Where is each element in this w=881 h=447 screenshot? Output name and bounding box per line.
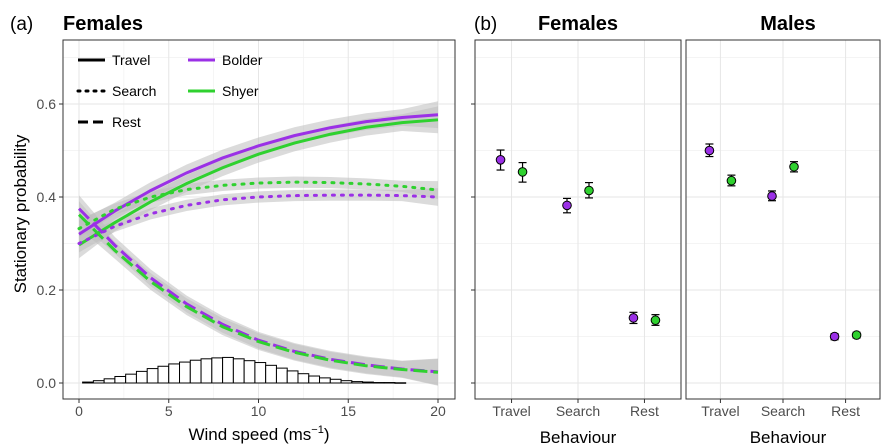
panel-b-males-title: Males — [760, 13, 816, 35]
histogram-bar — [243, 360, 256, 384]
panel-b-males: Travel Search Rest — [685, 39, 881, 419]
panel-a-axes: 0 5 10 15 20 0.0 0.2 0.4 0.6 — [37, 39, 456, 419]
point-bolder-search — [562, 200, 572, 211]
point-bolder-travel — [495, 155, 506, 165]
point-shyer-rest — [851, 330, 862, 340]
panel-a-label: (a) — [10, 14, 33, 35]
histogram-bar — [179, 361, 191, 384]
histogram-bar — [265, 364, 277, 384]
histogram-bar — [340, 380, 353, 384]
histogram-bar — [319, 377, 331, 384]
panel-b-females-xlabel: Behaviour — [540, 428, 617, 447]
histogram-bar — [200, 358, 213, 384]
histogram-bar — [189, 359, 202, 384]
panel-b: Travel Search Rest Travel Search Rest — [471, 39, 881, 419]
x-tick-label: Travel — [701, 403, 739, 419]
x-tick-label: Search — [556, 403, 600, 419]
histogram-bar — [383, 382, 396, 384]
line-rest-shyer — [77, 213, 439, 374]
y-tick-label: 0.6 — [37, 96, 57, 112]
histogram-bar — [103, 378, 116, 384]
probability-lines — [77, 113, 440, 374]
x-tick-label: 5 — [165, 403, 173, 419]
histogram-bar — [351, 381, 364, 384]
histogram-bar — [275, 367, 288, 384]
histogram-bar — [297, 373, 310, 384]
histogram-bar — [254, 362, 267, 384]
y-tick-label: 0.2 — [37, 282, 57, 298]
line-travel-bolder — [78, 113, 439, 236]
x-tick-label: Rest — [831, 403, 860, 419]
ribbon-rest-shyer — [79, 201, 438, 386]
histogram-bar — [329, 378, 342, 384]
histogram-bar — [232, 358, 245, 384]
histogram-bar — [286, 370, 299, 384]
legend-label-bolder: Bolder — [222, 52, 263, 68]
panel-b-label: (b) — [474, 14, 497, 35]
x-tick-label: 15 — [340, 403, 356, 419]
x-tick-label: Travel — [492, 403, 530, 419]
panel-b-males-xlabel: Behaviour — [750, 428, 827, 447]
histogram-bar — [114, 375, 127, 384]
point-bolder-search — [767, 191, 777, 201]
histogram-bar — [372, 382, 385, 384]
histogram-bar — [168, 363, 181, 384]
legend: Travel Search Rest Bolder Shyer — [76, 52, 263, 130]
panel-b-females-title: Females — [538, 13, 618, 35]
xlabel-close: ) — [324, 425, 330, 444]
point-bolder-travel — [704, 145, 715, 156]
line-travel-shyer — [78, 118, 439, 247]
point-shyer-search — [584, 185, 594, 196]
point-shyer-travel — [726, 175, 737, 186]
histogram-bar — [157, 365, 170, 384]
point-bolder-rest — [628, 313, 639, 323]
y-tick-label: 0.4 — [37, 189, 57, 205]
x-tick-label: Rest — [630, 403, 659, 419]
panel-b-females: Travel Search Rest — [471, 39, 682, 419]
xlabel-main: Wind speed (ms — [188, 425, 311, 444]
histogram-bar — [308, 375, 321, 384]
ribbon-search-bolder — [79, 188, 438, 253]
panel-a-xlabel: Wind speed (ms−1) — [188, 424, 329, 444]
point-bolder-rest — [829, 331, 840, 342]
point-shyer-travel — [517, 167, 528, 177]
point-shyer-search — [789, 161, 799, 172]
panel-a-ylabel: Stationary probability — [11, 134, 30, 293]
legend-label-search: Search — [112, 83, 156, 99]
y-tick-label: 0.0 — [37, 375, 57, 391]
x-tick-label: 20 — [430, 403, 446, 419]
point-shyer-rest — [650, 315, 661, 326]
legend-label-shyer: Shyer — [222, 83, 259, 99]
histogram-bar — [146, 368, 159, 384]
histogram-bar — [362, 381, 374, 384]
legend-label-travel: Travel — [112, 52, 150, 68]
wind-histogram — [82, 356, 407, 384]
x-tick-label: Search — [761, 403, 805, 419]
xlabel-superscript: −1 — [311, 424, 324, 436]
line-search-shyer — [77, 180, 440, 231]
x-tick-label: 0 — [75, 403, 83, 419]
legend-label-rest: Rest — [112, 114, 141, 130]
histogram-bar — [211, 357, 224, 384]
histogram-bar — [394, 382, 407, 384]
histogram-bar — [125, 373, 137, 384]
histogram-bar — [222, 356, 234, 384]
histogram-bar — [82, 381, 94, 384]
histogram-bar — [92, 380, 105, 384]
panel-a-title: Females — [63, 13, 143, 35]
line-search-bolder — [77, 193, 440, 245]
x-tick-label: 10 — [251, 403, 267, 419]
histogram-bar — [135, 370, 148, 384]
